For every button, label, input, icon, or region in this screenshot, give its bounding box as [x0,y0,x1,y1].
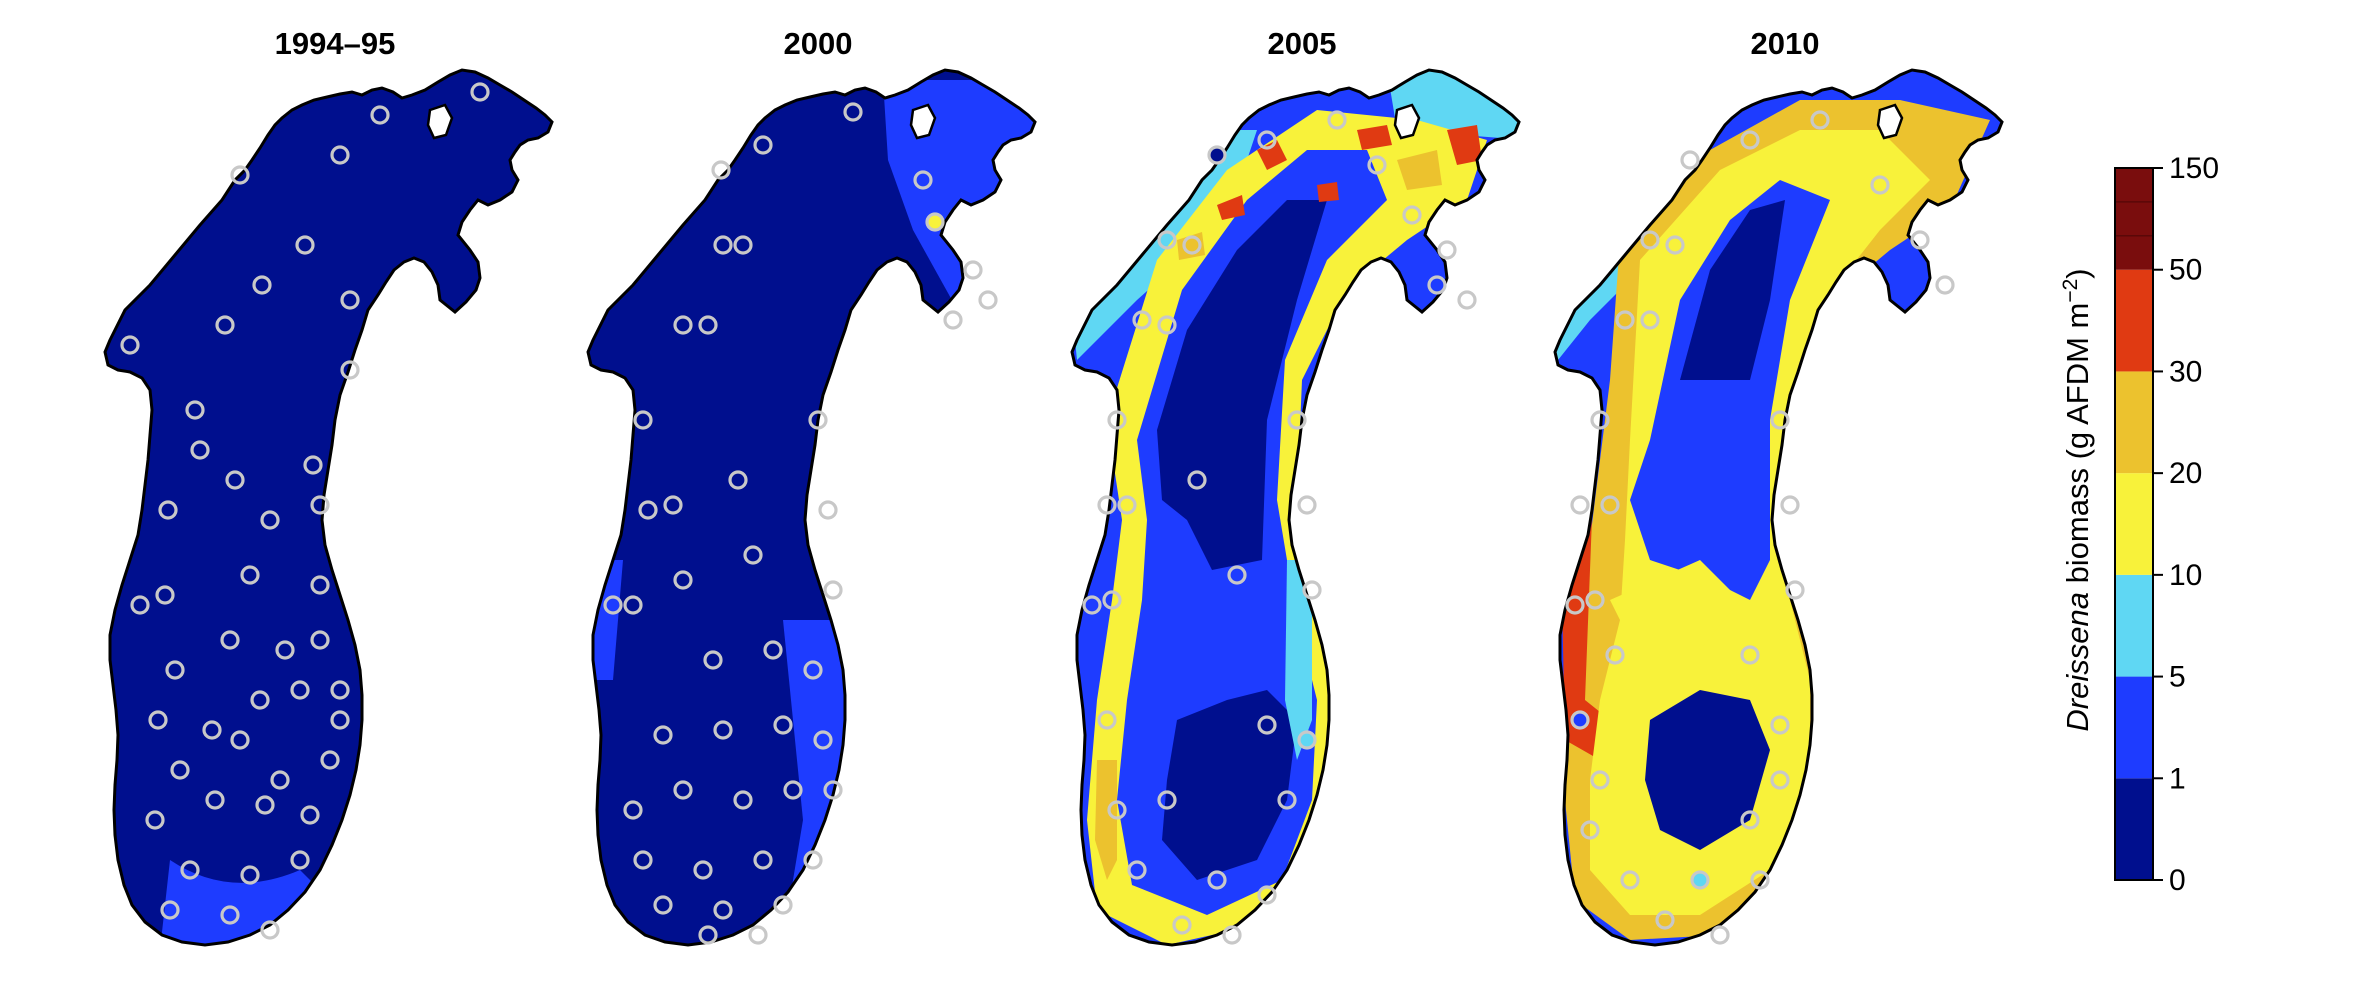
panel-title-1994: 1994–95 [275,26,396,61]
legend-frame [2114,167,2154,881]
legend-tick-label: 150 [2169,152,2219,185]
sampling-stations [120,82,490,940]
legend-color-bins [2114,167,2154,881]
southern-band-20to30 [1095,760,1117,880]
legend-ticks: 0 1 5 10 20 30 50 150 [2153,152,2219,897]
legend-tick-label: 1 [2169,762,2186,795]
deep-basin-0to1 [1157,200,1327,570]
sampling-stations [1565,110,1955,945]
legend-title-sup: −2 [2059,279,2082,303]
map-panel-2000 [586,68,1037,947]
legend-bin-0-1 [2115,778,2153,880]
central-yellow-lobe [1610,560,1740,650]
legend-tick-label: 5 [2169,661,2186,694]
legend-tick-label: 30 [2169,355,2202,388]
legend-bin-5-10 [2115,574,2153,677]
panel-title-2010: 2010 [1751,26,1820,61]
legend-tick-label: 10 [2169,559,2202,592]
legend-bin-1-5 [2115,676,2153,779]
southern-basin-0to1 [1162,690,1297,880]
southern-basin-0to1 [1645,690,1770,850]
panel-title-2005: 2005 [1268,26,1337,61]
nearshore-5to10-south [1285,560,1312,760]
sampling-stations [1082,110,1477,945]
legend-bin-30-50 [2115,269,2153,372]
legend-axis-title: Dreissena biomass (g AFDM m−2) [2059,268,2096,731]
bay-zone-1to5 [883,80,1035,340]
panel-title-2000: 2000 [784,26,853,61]
legend-bin-20-30 [2115,371,2153,474]
northern-hotspots-30to50 [1217,125,1482,220]
northern-hotspots-20to30 [1177,150,1442,260]
map-panel-2010 [1553,68,2004,947]
legend-bin-50-150 [2115,168,2153,270]
legend-tick-label: 50 [2169,254,2202,287]
legend-bin-10-20 [2115,473,2153,575]
legend-tick-label: 0 [2169,864,2186,897]
legend-title-rest: biomass (g AFDM m [2060,303,2095,592]
sampling-stations [603,102,998,945]
color-legend: 0 1 5 10 20 30 50 150 Dreissena biomass (g AFDM… [2059,152,2220,897]
legend-title-italic: Dreissena [2060,592,2095,732]
offshore-1to5 [1630,180,1830,600]
map-panel-2005 [1070,68,1521,947]
legend-tick-label: 20 [2169,457,2202,490]
legend-title-end: ) [2060,268,2095,278]
map-panel-1994 [103,68,554,947]
deep-basin-0to1 [1680,200,1785,380]
